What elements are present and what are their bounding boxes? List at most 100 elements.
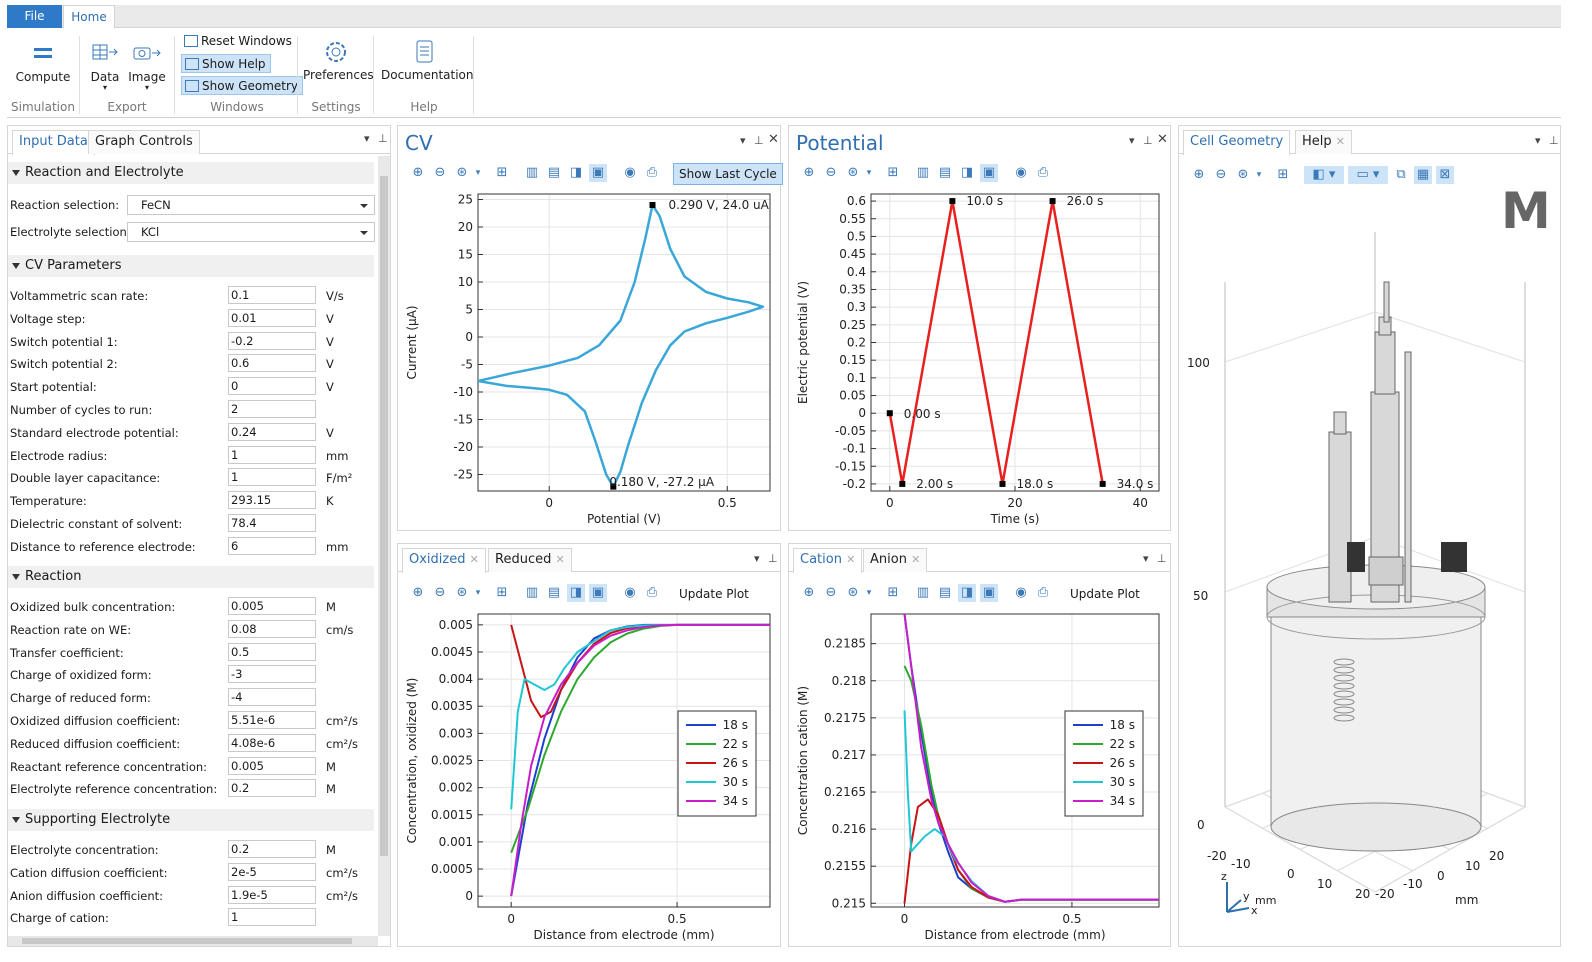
grid-x-icon[interactable]: ▥	[916, 585, 930, 600]
zoom-box-icon[interactable]: ⊛	[456, 165, 468, 180]
pin-icon[interactable]: ⊥	[754, 134, 764, 147]
update-plot-button[interactable]: Update Plot	[1070, 587, 1140, 601]
section-reaction-electrolyte[interactable]: Reaction and Electrolyte	[8, 162, 374, 184]
field-input[interactable]: 0.01	[228, 308, 316, 327]
render-mode-icon[interactable]: ▭ ▾	[1348, 166, 1388, 184]
grid-y-icon[interactable]: ▤	[547, 585, 561, 600]
grid-x-icon[interactable]: ▥	[525, 165, 539, 180]
zoom-box-icon[interactable]: ⊛	[847, 165, 859, 180]
print-icon[interactable]: ⎙	[646, 585, 658, 600]
zoom-box-icon[interactable]: ⊛	[1237, 167, 1249, 182]
field-input[interactable]: -3	[228, 665, 316, 684]
update-plot-button[interactable]: Update Plot	[679, 587, 749, 601]
section-supporting-electrolyte[interactable]: Supporting Electrolyte	[8, 809, 374, 831]
camera-icon[interactable]: ◉	[624, 165, 636, 180]
zoom-dropdown-icon[interactable]: ▾	[475, 168, 481, 178]
zoom-extents-icon[interactable]: ⊞	[496, 165, 508, 180]
zoom-in-icon[interactable]: ⊕	[803, 585, 815, 600]
zoom-dropdown-icon[interactable]: ▾	[1256, 170, 1262, 180]
export-data-button[interactable]: Data ▾	[87, 40, 123, 92]
show-last-cycle-button[interactable]: Show Last Cycle	[673, 163, 783, 185]
field-input[interactable]: 6	[228, 536, 316, 555]
tab-graph-controls[interactable]: Graph Controls	[88, 130, 200, 154]
field-input[interactable]: -0.2	[228, 331, 316, 350]
zoom-in-icon[interactable]: ⊕	[412, 585, 424, 600]
tab-cell-geometry[interactable]: Cell Geometry	[1183, 130, 1291, 155]
field-input[interactable]: 0.005	[228, 756, 316, 775]
field-input[interactable]: 1.9e-5	[228, 885, 316, 904]
zoom-out-icon[interactable]: ⊖	[434, 165, 446, 180]
field-input[interactable]: 0.24	[228, 422, 316, 441]
zoom-extents-icon[interactable]: ⊞	[1277, 167, 1289, 182]
zoom-extents-icon[interactable]: ⊞	[887, 585, 899, 600]
show-geometry-button[interactable]: Show Geometry	[181, 76, 304, 95]
close-icon[interactable]: ✕	[555, 553, 565, 566]
grid-x-icon[interactable]: ▥	[525, 585, 539, 600]
preferences-button[interactable]: Preferences	[303, 38, 374, 82]
zoom-out-icon[interactable]: ⊖	[825, 165, 837, 180]
annotation-icon[interactable]: ▣	[980, 584, 998, 602]
panel-menu-icon[interactable]: ▾	[1143, 552, 1149, 565]
zoom-in-icon[interactable]: ⊕	[803, 165, 815, 180]
annotation-icon[interactable]: ▣	[589, 584, 607, 602]
field-input[interactable]: 2e-5	[228, 862, 316, 881]
close-icon[interactable]: ✕	[1157, 132, 1168, 147]
zoom-in-icon[interactable]: ⊕	[1193, 167, 1205, 182]
zoom-out-icon[interactable]: ⊖	[434, 585, 446, 600]
tab-cation[interactable]: Cation ✕	[793, 548, 863, 573]
grid-x-icon[interactable]: ▥	[916, 165, 930, 180]
zoom-extents-icon[interactable]: ⊞	[887, 165, 899, 180]
field-input[interactable]: 0.1	[228, 286, 316, 304]
panel-menu-icon[interactable]: ▾	[1129, 134, 1135, 147]
transparency-icon[interactable]: ⧉	[1396, 167, 1406, 182]
field-input[interactable]: 0.2	[228, 840, 316, 858]
close-icon[interactable]: ✕	[911, 553, 921, 566]
print-icon[interactable]: ⎙	[1037, 585, 1049, 600]
field-input[interactable]: 0.6	[228, 354, 316, 373]
field-input[interactable]: 0.08	[228, 619, 316, 638]
field-input[interactable]: 2	[228, 400, 316, 418]
panel-menu-icon[interactable]: ▾	[740, 134, 746, 147]
camera-icon[interactable]: ◉	[1015, 165, 1027, 180]
reset-windows-button[interactable]: Reset Windows	[181, 32, 296, 51]
panel-menu-icon[interactable]: ▾	[364, 132, 370, 145]
tab-oxidized[interactable]: Oxidized ✕	[402, 548, 486, 573]
horizontal-scrollbar[interactable]	[8, 936, 378, 946]
zoom-box-icon[interactable]: ⊛	[456, 585, 468, 600]
panel-menu-icon[interactable]: ▾	[1535, 134, 1541, 147]
zoom-dropdown-icon[interactable]: ▾	[475, 588, 481, 598]
grid-icon[interactable]: ▦	[1414, 166, 1432, 184]
tab-help[interactable]: Help ✕	[1295, 130, 1352, 154]
field-input[interactable]: 1	[228, 445, 316, 464]
tab-anion[interactable]: Anion ✕	[863, 548, 928, 572]
compute-button[interactable]: Compute	[15, 40, 71, 84]
file-tab[interactable]: File	[7, 5, 62, 28]
documentation-button[interactable]: Documentation	[381, 38, 474, 82]
legend-icon[interactable]: ◨	[960, 165, 974, 180]
pin-icon[interactable]: ⊥	[1157, 552, 1167, 565]
field-input[interactable]: 0	[228, 377, 316, 396]
show-help-button[interactable]: Show Help	[181, 54, 271, 73]
legend-icon[interactable]: ◨	[569, 165, 583, 180]
print-icon[interactable]: ⎙	[646, 165, 658, 180]
field-input[interactable]: 293.15	[228, 491, 316, 510]
field-input[interactable]: -4	[228, 688, 316, 707]
electrolyte-selection-dropdown[interactable]: KCl	[127, 222, 375, 242]
annotation-icon[interactable]: ▣	[589, 164, 607, 182]
close-icon[interactable]: ✕	[469, 553, 479, 566]
section-cv-parameters[interactable]: CV Parameters	[8, 255, 374, 277]
zoom-out-icon[interactable]: ⊖	[825, 585, 837, 600]
zoom-box-icon[interactable]: ⊛	[847, 585, 859, 600]
grid-y-icon[interactable]: ▤	[938, 165, 952, 180]
zoom-in-icon[interactable]: ⊕	[412, 165, 424, 180]
field-input[interactable]: 1	[228, 908, 316, 927]
field-input[interactable]: 0.2	[228, 779, 316, 798]
grid-y-icon[interactable]: ▤	[547, 165, 561, 180]
zoom-dropdown-icon[interactable]: ▾	[866, 588, 872, 598]
panel-menu-icon[interactable]: ▾	[754, 552, 760, 565]
pin-icon[interactable]: ⊥	[1549, 134, 1559, 147]
field-input[interactable]: 0.005	[228, 597, 316, 615]
field-input[interactable]: 4.08e-6	[228, 733, 316, 752]
field-input[interactable]: 1	[228, 468, 316, 487]
grid-y-icon[interactable]: ▤	[938, 585, 952, 600]
